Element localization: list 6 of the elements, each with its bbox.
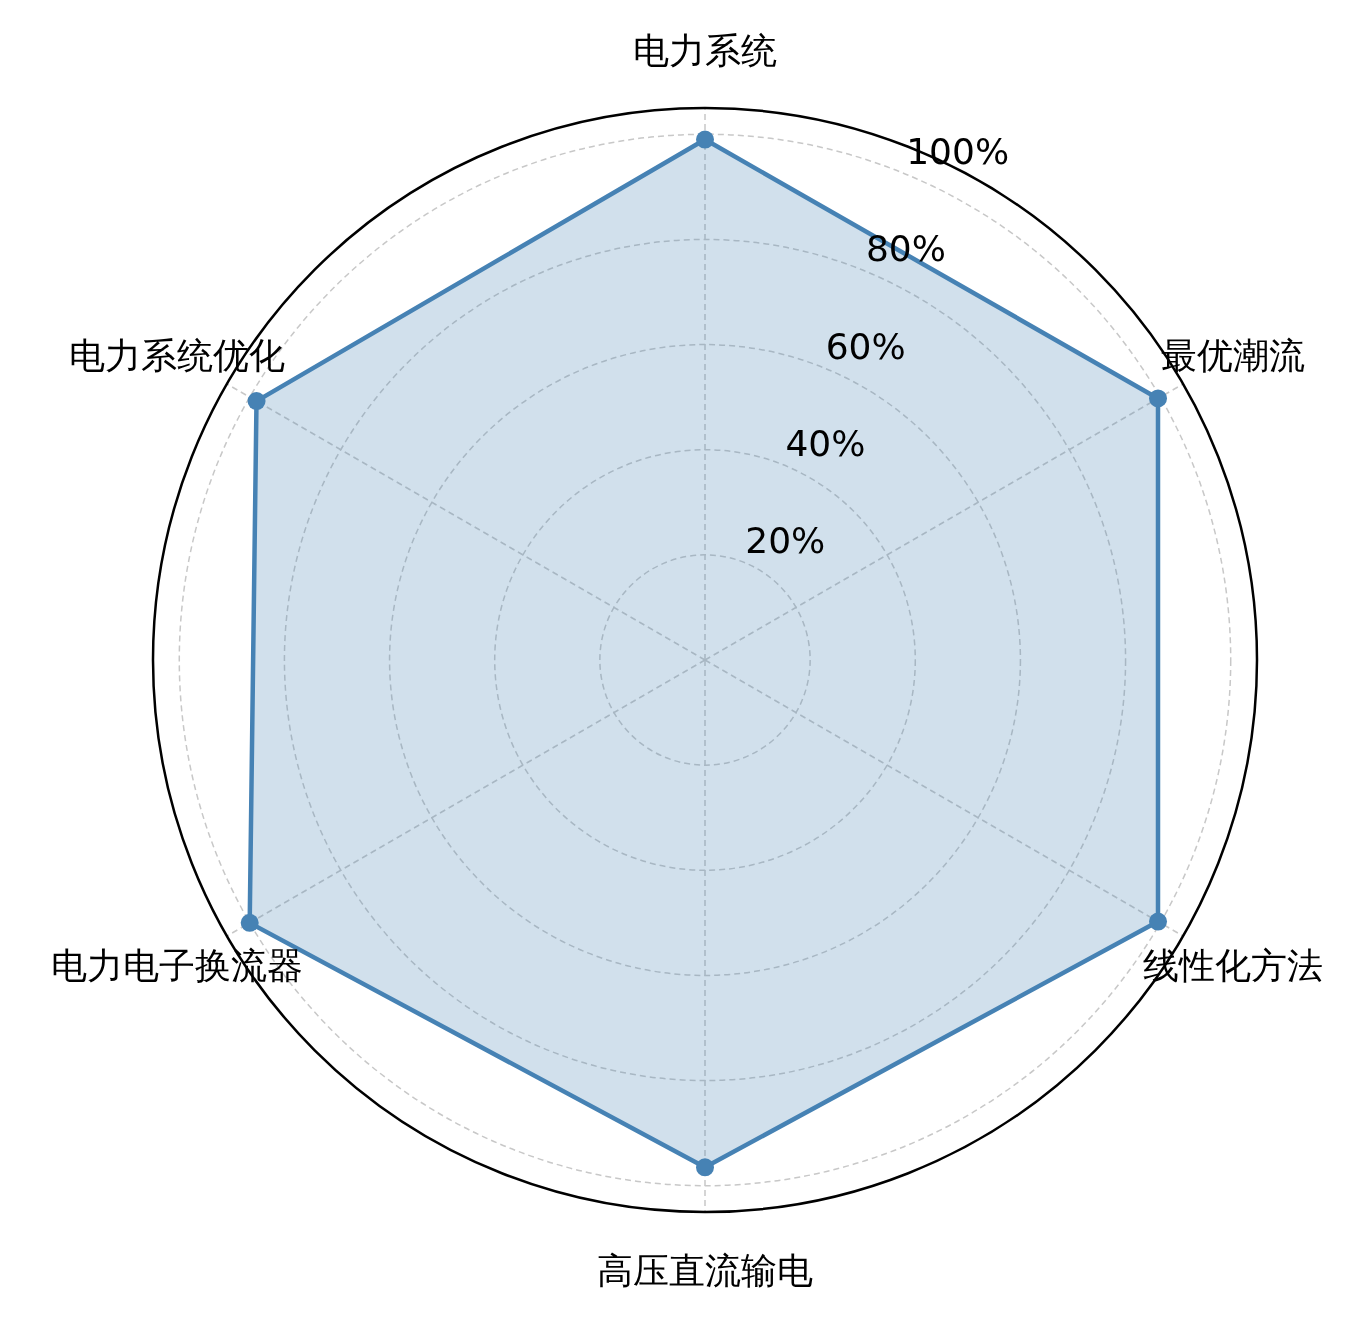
spoke-label: 高压直流输电 [597, 1249, 813, 1291]
y-tick-label: 100% [906, 131, 1010, 173]
y-tick-label: 40% [785, 422, 866, 464]
y-tick-label: 20% [745, 519, 826, 561]
spoke-label: 电力系统 [633, 29, 777, 71]
y-tick-label: 60% [825, 325, 906, 367]
